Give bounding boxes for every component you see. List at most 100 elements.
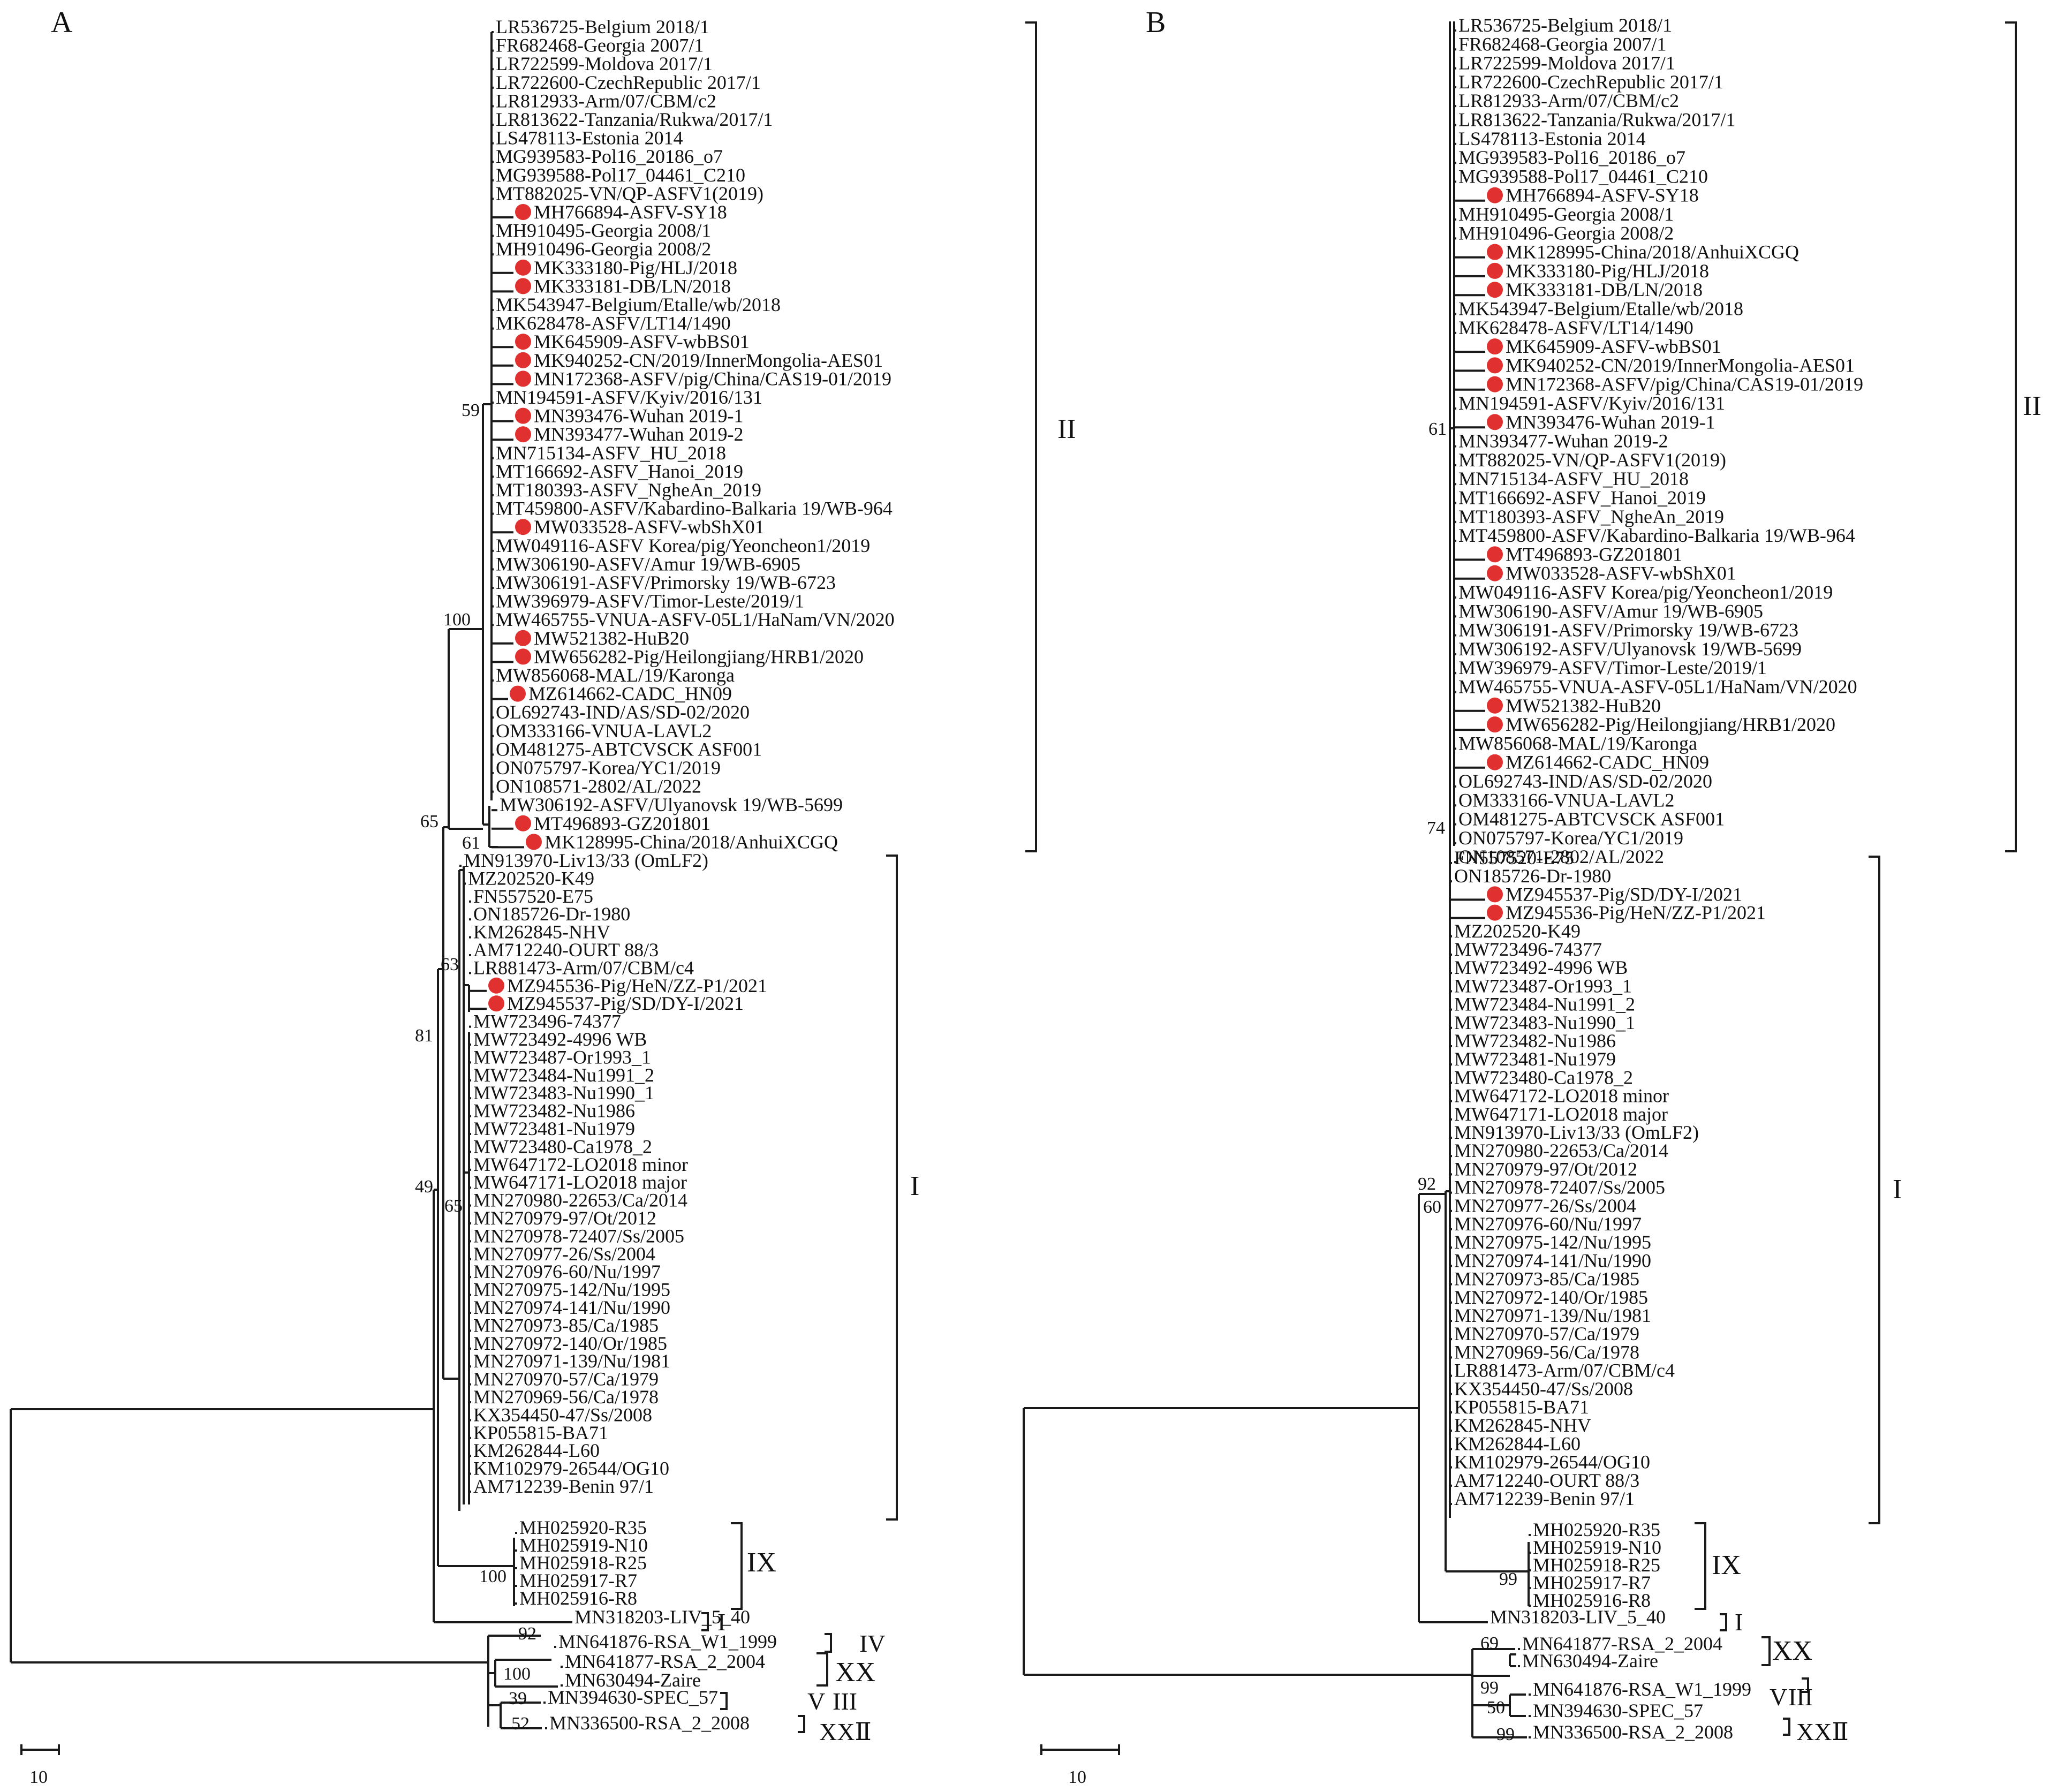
leaf-label: MW049116-ASFV Korea/pig/Yeoncheon1/2019: [1458, 581, 1833, 603]
red-dot-marker-icon: [515, 648, 531, 665]
leaf-label: MN270979-97/Ot/2012: [473, 1207, 656, 1229]
leaf-label: MN336500-RSA_2_2008: [1533, 1721, 1733, 1743]
leaf-label: MN270971-139/Nu/1981: [1454, 1305, 1651, 1326]
panel-a-leaves: LR536725-Belgium 2018/1FR682468-Georgia …: [459, 16, 895, 1734]
leaf-label: MT166692-ASFV_Hanoi_2019: [496, 460, 743, 482]
leaf-label: MH025919-N10: [1533, 1537, 1661, 1558]
leaf-label: MW723483-Nu1990_1: [1454, 1012, 1635, 1033]
leaf-label: MG939588-Pol17_04461_C210: [1458, 165, 1708, 187]
leaf-label: LR536725-Belgium 2018/1: [496, 16, 709, 37]
leaf-label: MN194591-ASFV/Kyiv/2016/131: [1458, 392, 1725, 414]
leaf-label: FR682468-Georgia 2007/1: [1458, 33, 1666, 55]
bootstrap-value: 81: [415, 1026, 433, 1046]
leaf-label: MK543947-Belgium/Etalle/wb/2018: [1458, 298, 1743, 320]
leaf-label: KM262844-L60: [473, 1440, 600, 1461]
leaf-label: MW723482-Nu1986: [473, 1100, 635, 1122]
leaf-label: ON108571-2802/AL/2022: [1458, 846, 1664, 867]
leaf-label: MW647172-LO2018 minor: [1454, 1085, 1669, 1107]
leaf-label: MN270969-56/Ca/1978: [1454, 1341, 1639, 1363]
leaf-label: MN715134-ASFV_HU_2018: [496, 442, 726, 464]
clade-label-IV: IV: [859, 1630, 886, 1657]
leaf-label: MW521382-HuB20: [534, 627, 689, 649]
bootstrap-value: 65: [444, 1196, 463, 1216]
leaf-label: MW856068-MAL/19/Karonga: [1458, 732, 1697, 754]
leaf-label: MK940252-CN/2019/InnerMongolia-AES01: [1506, 354, 1855, 376]
bootstrap-value: 60: [1423, 1197, 1441, 1217]
clade-label-III: III: [833, 1688, 857, 1715]
leaf-label: MW465755-VNUA-ASFV-05L1/HaNam/VN/2020: [496, 609, 895, 630]
red-dot-marker-icon: [515, 815, 531, 831]
bootstrap-value: 100: [479, 1567, 506, 1586]
leaf-label: MZ945537-Pig/SD/DY-I/2021: [507, 993, 744, 1014]
leaf-label: MK333180-Pig/HLJ/2018: [534, 257, 737, 278]
red-dot-marker-icon: [1487, 357, 1503, 374]
leaf-label: MW723480-Ca1978_2: [1454, 1067, 1633, 1088]
bootstrap-value: 100: [443, 610, 471, 630]
panel-a: A: [10, 6, 1076, 1787]
leaf-label: MN913970-Liv13/33 (OmLF2): [464, 850, 708, 871]
leaf-label: MW049116-ASFV Korea/pig/Yeoncheon1/2019: [496, 535, 870, 556]
leaf-label: AM712239-Benin 97/1: [1454, 1488, 1635, 1509]
leaf-label: MK333180-Pig/HLJ/2018: [1506, 260, 1709, 282]
bootstrap-value: 92: [518, 1624, 536, 1644]
panel-b-leaves: LR536725-Belgium 2018/1FR682468-Georgia …: [1450, 14, 1863, 1743]
leaf-label: MW647171-LO2018 major: [473, 1171, 687, 1193]
leaf-label: MT166692-ASFV_Hanoi_2019: [1458, 487, 1706, 509]
red-dot-marker-icon: [515, 371, 531, 387]
leaf-label: MK645909-ASFV-wbBS01: [1506, 336, 1721, 357]
leaf-label: OM481275-ABTCVSCK ASF001: [1458, 808, 1725, 830]
leaf-label: MN336500-RSA_2_2008: [549, 1712, 750, 1734]
leaf-label: ON185726-Dr-1980: [473, 903, 630, 925]
leaf-label: MK333181-DB/LN/2018: [1506, 279, 1703, 300]
leaf-label: MH025919-N10: [519, 1534, 648, 1556]
leaf-label: MH025920-R35: [519, 1517, 647, 1538]
leaf-label: MN641876-RSA_W1_1999: [1533, 1678, 1751, 1700]
bootstrap-value: 100: [503, 1664, 531, 1684]
leaf-label: MN394630-SPEC_57: [548, 1687, 718, 1708]
leaf-label: MW723481-Nu1979: [1454, 1048, 1616, 1070]
red-dot-marker-icon: [1487, 546, 1503, 563]
clade-label-XX: XX: [1772, 1636, 1812, 1666]
leaf-label: MW647172-LO2018 minor: [473, 1154, 688, 1175]
red-dot-marker-icon: [515, 426, 531, 443]
red-dot-marker-icon: [515, 334, 531, 350]
clade-label-I: I: [1893, 1174, 1902, 1205]
leaf-label: MT882025-VN/QP-ASFV1(2019): [1458, 449, 1726, 471]
leaf-label: MZ945537-Pig/SD/DY-I/2021: [1506, 883, 1742, 905]
bootstrap-value: 65: [420, 812, 438, 831]
leaf-label: MH025920-R35: [1533, 1519, 1660, 1540]
leaf-label: MN913970-Liv13/33 (OmLF2): [1454, 1122, 1699, 1143]
leaf-label: KP055815-BA71: [473, 1422, 608, 1443]
red-dot-marker-icon: [1487, 886, 1503, 903]
leaf-label: ON075797-Korea/YC1/2019: [496, 757, 721, 778]
leaf-label: MK333181-DB/LN/2018: [534, 275, 731, 297]
clade-label-V: V: [1770, 1683, 1787, 1711]
leaf-label: LR722600-CzechRepublic 2017/1: [496, 72, 761, 93]
red-dot-marker-icon: [1487, 338, 1503, 355]
bootstrap-value: 49: [415, 1177, 433, 1197]
leaf-label: MT882025-VN/QP-ASFV1(2019): [496, 183, 763, 204]
leaf-label: LS478113-Estonia 2014: [496, 127, 683, 149]
red-dot-marker-icon: [488, 977, 504, 994]
leaf-label: MH766894-ASFV-SY18: [1506, 185, 1699, 206]
leaf-label: FR682468-Georgia 2007/1: [496, 35, 704, 56]
leaf-label: MN641876-RSA_W1_1999: [558, 1631, 777, 1652]
leaf-label: OL692743-IND/AS/SD-02/2020: [1458, 770, 1712, 792]
leaf-label: LR722600-CzechRepublic 2017/1: [1458, 71, 1723, 93]
bootstrap-value: 69: [1480, 1634, 1499, 1653]
panel-a-bootstrap-values: 59 100 65 61 63 81 49 65 100 92 100 39 5…: [415, 400, 536, 1734]
leaf-label: MN270973-85/Ca/1985: [473, 1314, 659, 1336]
leaf-label: MN393477-Wuhan 2019-2: [1458, 430, 1668, 452]
red-dot-marker-icon: [526, 834, 542, 850]
leaf-label: MH766894-ASFV-SY18: [534, 201, 727, 223]
leaf-label: MW723480-Ca1978_2: [473, 1136, 652, 1157]
leaf-label: MN270980-22653/Ca/2014: [473, 1190, 687, 1211]
clade-label-II: II: [1057, 414, 1076, 444]
leaf-label: OM481275-ABTCVSCK ASF001: [496, 738, 762, 760]
leaf-label: MW723496-74377: [473, 1011, 621, 1032]
bootstrap-value: 92: [1418, 1174, 1436, 1194]
leaf-label: KM102979-26544/OG10: [473, 1458, 669, 1479]
clade-label-XXII: XXⅡ: [1796, 1718, 1849, 1745]
leaf-label: MW033528-ASFV-wbShX01: [534, 516, 765, 538]
leaf-label: MW521382-HuB20: [1506, 695, 1661, 716]
